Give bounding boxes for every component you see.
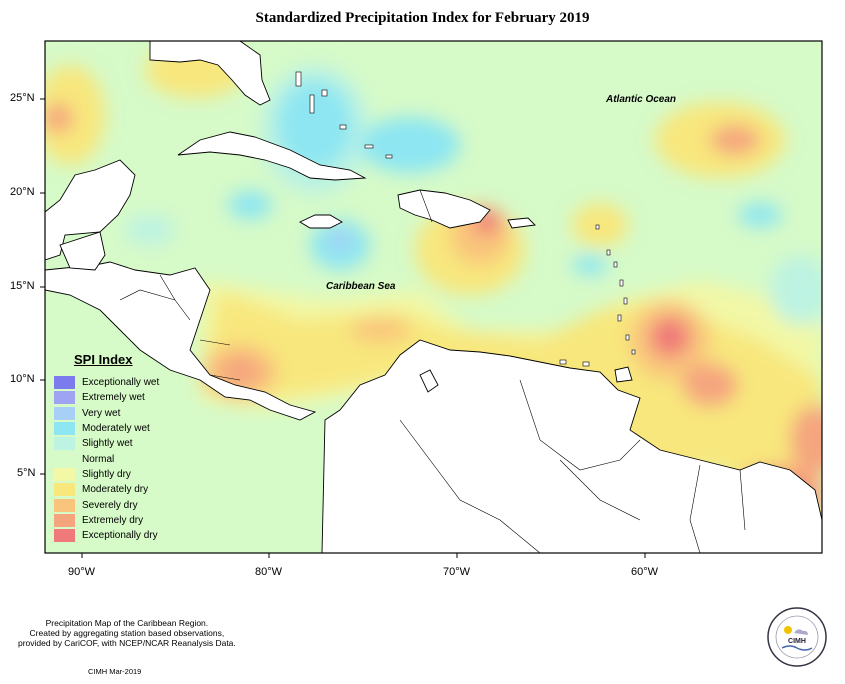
legend-label: Extremely wet — [82, 392, 145, 404]
legend-item: Extremely wet — [54, 390, 179, 405]
spi-legend: SPI Index Exceptionally wet Extremely wet… — [54, 352, 179, 543]
legend-item: Severely dry — [54, 497, 179, 512]
borders — [119, 189, 746, 553]
legend-swatch — [54, 529, 75, 543]
lat-label-25n: 25°N — [10, 92, 35, 104]
lat-label-15n: 15°N — [10, 280, 35, 292]
legend-label: Extremely dry — [82, 514, 144, 526]
caribbean-sea-label: Caribbean Sea — [326, 281, 396, 292]
lat-label-10n: 10°N — [10, 373, 35, 385]
lon-label-80w: 80°W — [255, 566, 283, 578]
legend-item: Normal — [54, 451, 179, 466]
legend-swatch — [54, 467, 75, 481]
map-credit: CIMH Mar-2019 — [88, 667, 142, 676]
legend-item: Slightly dry — [54, 467, 179, 482]
map-footer: Precipitation Map of the Caribbean Regio… — [18, 618, 236, 648]
legend-swatch — [54, 452, 75, 466]
lat-label-5n: 5°N — [17, 467, 36, 479]
islands — [295, 71, 636, 367]
legend-item: Very wet — [54, 406, 179, 421]
legend-swatch — [54, 422, 75, 436]
legend-item: Moderately wet — [54, 421, 179, 436]
legend-label: Very wet — [82, 407, 121, 419]
lat-label-20n: 20°N — [10, 186, 35, 198]
legend-item: Slightly wet — [54, 436, 179, 451]
legend-item: Exceptionally dry — [54, 528, 179, 543]
cimh-logo: CIMH — [767, 607, 827, 667]
legend-item: Exceptionally wet — [54, 375, 179, 390]
legend-title: SPI Index — [74, 352, 133, 367]
legend-label: Exceptionally wet — [82, 377, 160, 389]
legend-item: Extremely dry — [54, 513, 179, 528]
footer-line-3: provided by CariCOF, with NCEP/NCAR Rean… — [18, 638, 236, 648]
lon-label-60w: 60°W — [631, 566, 659, 578]
legend-label: Moderately dry — [82, 484, 149, 496]
footer-line-2: Created by aggregating station based obs… — [29, 628, 225, 638]
legend-swatch — [54, 513, 75, 527]
legend-label: Slightly wet — [82, 438, 133, 450]
legend-label: Normal — [82, 453, 115, 465]
legend-label: Slightly dry — [82, 468, 131, 480]
legend-swatch — [54, 498, 75, 512]
atlantic-ocean-label: Atlantic Ocean — [606, 94, 677, 105]
footer-line-1: Precipitation Map of the Caribbean Regio… — [45, 618, 209, 628]
legend-label: Exceptionally dry — [82, 530, 158, 542]
legend-swatch — [54, 376, 75, 390]
spi-field — [45, 41, 822, 553]
legend-label: Moderately wet — [82, 423, 150, 435]
map-title: Standardized Precipitation Index for Feb… — [255, 10, 590, 26]
legend-item: Moderately dry — [54, 482, 179, 497]
lon-label-90w: 90°W — [68, 566, 96, 578]
legend-swatch — [54, 483, 75, 497]
lon-label-70w: 70°W — [443, 566, 471, 578]
legend-swatch — [54, 437, 75, 451]
legend-swatch — [54, 406, 75, 420]
legend-label: Severely dry — [82, 499, 138, 511]
logo-text: CIMH — [788, 638, 806, 645]
legend-swatch — [54, 391, 75, 405]
land — [45, 41, 822, 553]
